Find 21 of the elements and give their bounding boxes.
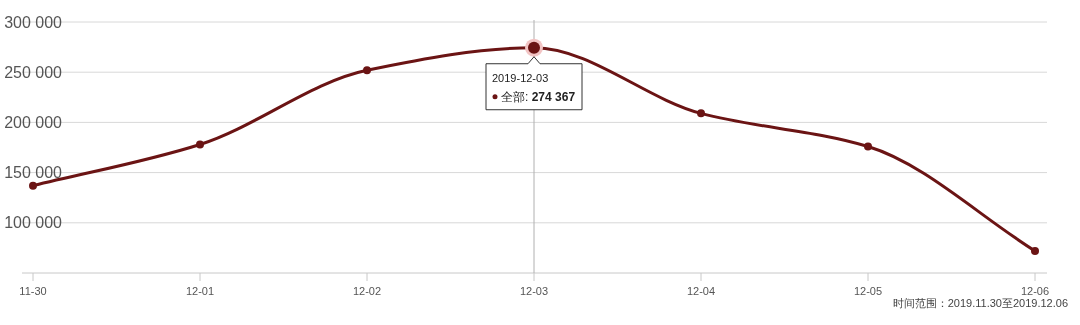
point xyxy=(363,66,371,75)
point xyxy=(29,181,37,190)
x-tick-label: 12-03 xyxy=(519,285,549,297)
x-tick-label: 12-02 xyxy=(352,285,382,297)
annotation: 2019-12-03 xyxy=(492,71,549,84)
point xyxy=(697,109,705,118)
x-tick-label: 12-05 xyxy=(853,285,883,297)
x-tick-label: 12-06 xyxy=(1020,285,1050,297)
y-tick-label: 100 000 xyxy=(4,214,63,232)
point xyxy=(864,142,872,151)
point xyxy=(1031,246,1039,255)
text: 时间范围：2019.11.30至2019.12.06 xyxy=(892,297,1068,309)
x-tick-label: 12-01 xyxy=(185,285,215,297)
x-tick-label: 11-30 xyxy=(19,285,47,297)
y-tick-label: 300 000 xyxy=(4,13,63,31)
x-tick-label: 12-04 xyxy=(686,285,716,297)
y-tick-label: 150 000 xyxy=(4,164,63,182)
annotation: 全部: 274 367 xyxy=(501,89,576,104)
point xyxy=(196,140,204,149)
y-tick-label: 200 000 xyxy=(4,113,63,131)
y-tick-label: 250 000 xyxy=(4,63,63,81)
